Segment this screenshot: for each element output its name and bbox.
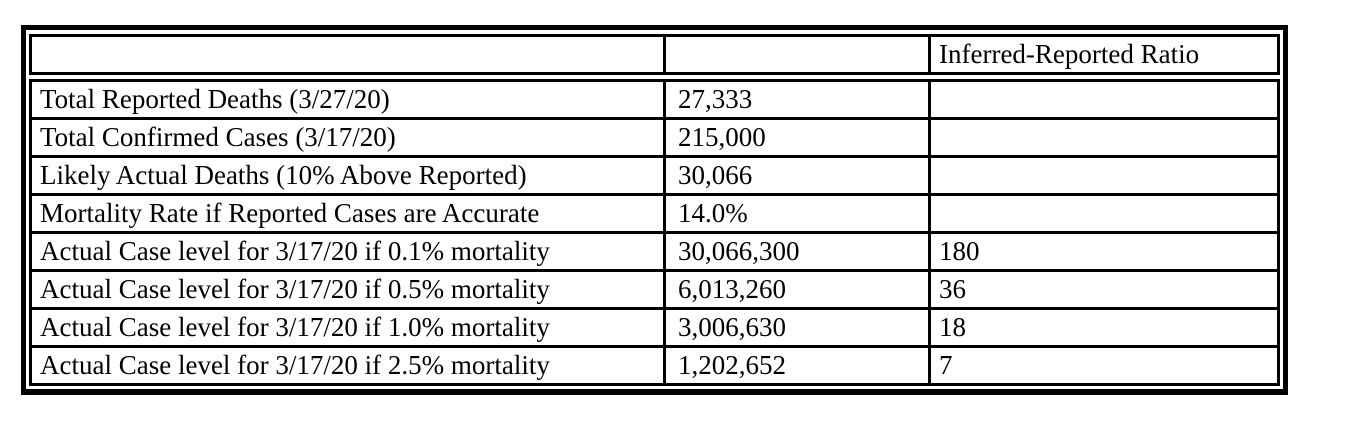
row-ratio-cell: 180 (928, 231, 1280, 272)
row-value-cell: 215,000 (663, 117, 931, 158)
row-ratio-cell: 7 (928, 345, 1280, 386)
table-row: Actual Case level for 3/17/20 if 0.5% mo… (29, 269, 1280, 310)
row-label-cell: Actual Case level for 3/17/20 if 0.5% mo… (29, 269, 666, 310)
row-label-cell: Mortality Rate if Reported Cases are Acc… (29, 193, 666, 234)
table-row: Actual Case level for 3/17/20 if 2.5% mo… (29, 345, 1280, 386)
row-label-cell: Actual Case level for 3/17/20 if 0.1% mo… (29, 231, 666, 272)
table-row: Total Confirmed Cases (3/17/20) 215,000 (29, 117, 1280, 158)
row-value-cell: 27,333 (663, 79, 931, 120)
table-row: Mortality Rate if Reported Cases are Acc… (29, 193, 1280, 234)
table-row: Actual Case level for 3/17/20 if 1.0% mo… (29, 307, 1280, 348)
header-cell-value (663, 34, 931, 75)
row-ratio-cell: 36 (928, 269, 1280, 310)
table-body: Total Reported Deaths (3/27/20) 27,333 T… (29, 79, 1280, 386)
table-row: Likely Actual Deaths (10% Above Reported… (29, 155, 1280, 196)
row-ratio-cell: 18 (928, 307, 1280, 348)
row-value-cell: 3,006,630 (663, 307, 931, 348)
row-value-cell: 30,066,300 (663, 231, 931, 272)
row-ratio-cell (928, 155, 1280, 196)
row-value-cell: 30,066 (663, 155, 931, 196)
row-label-cell: Actual Case level for 3/17/20 if 1.0% mo… (29, 307, 666, 348)
mortality-data-table: Inferred-Reported Ratio Total Reported D… (21, 25, 1288, 395)
row-label-cell: Actual Case level for 3/17/20 if 2.5% mo… (29, 345, 666, 386)
row-ratio-cell (928, 79, 1280, 120)
header-cell-ratio: Inferred-Reported Ratio (928, 34, 1280, 75)
row-label-cell: Likely Actual Deaths (10% Above Reported… (29, 155, 666, 196)
row-value-cell: 14.0% (663, 193, 931, 234)
row-ratio-cell (928, 193, 1280, 234)
table-row: Actual Case level for 3/17/20 if 0.1% mo… (29, 231, 1280, 272)
row-label-cell: Total Confirmed Cases (3/17/20) (29, 117, 666, 158)
table-header: Inferred-Reported Ratio (29, 34, 1280, 75)
row-ratio-cell (928, 117, 1280, 158)
header-row: Inferred-Reported Ratio (29, 34, 1280, 75)
row-value-cell: 6,013,260 (663, 269, 931, 310)
row-value-cell: 1,202,652 (663, 345, 931, 386)
row-label-cell: Total Reported Deaths (3/27/20) (29, 79, 666, 120)
table-row: Total Reported Deaths (3/27/20) 27,333 (29, 79, 1280, 120)
header-cell-label (29, 34, 666, 75)
